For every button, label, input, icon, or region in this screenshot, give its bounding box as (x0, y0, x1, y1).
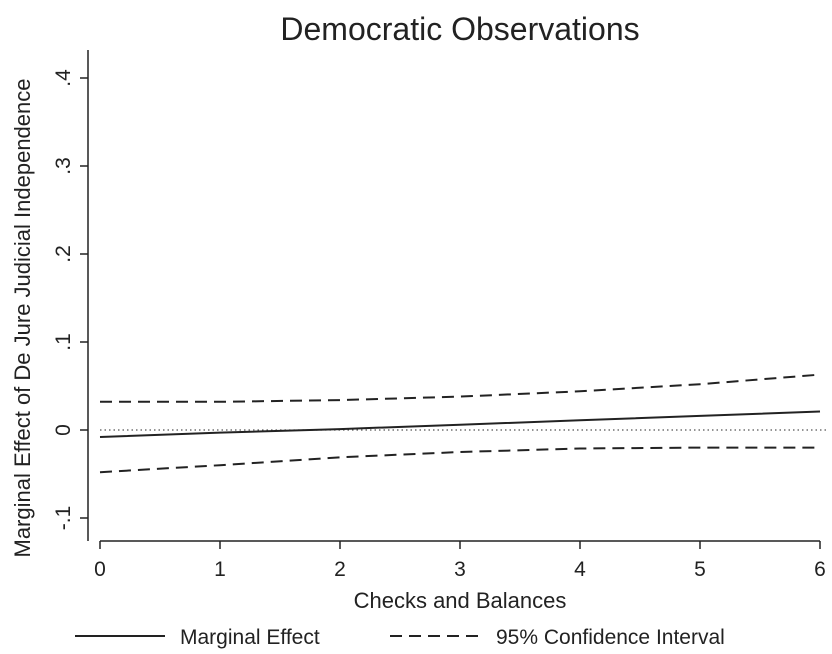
x-tick-label: 2 (334, 558, 346, 581)
ci-upper-line (100, 373, 821, 403)
y-ticks: -.1 0 .1 .2 .3 .4 (52, 69, 88, 530)
marginal-effect-line (99, 410, 821, 438)
plot-area: -.1 0 .1 .2 .3 .4 0 1 2 3 4 5 6 (52, 50, 828, 581)
y-tick-label: 0 (52, 424, 75, 436)
x-tick-label: 5 (694, 558, 706, 581)
legend-label-confidence-interval: 95% Confidence Interval (496, 626, 725, 649)
ci-lower-line (99, 446, 820, 474)
y-tick-label: .1 (52, 333, 75, 351)
x-tick-label: 4 (574, 558, 586, 581)
x-tick-label: 6 (814, 558, 826, 581)
x-tick-label: 0 (94, 558, 106, 581)
y-tick-label: -.1 (52, 506, 75, 531)
x-tick-label: 1 (214, 558, 226, 581)
y-tick-label: .4 (52, 69, 75, 87)
y-axis-title: Marginal Effect of De Jure Judicial Inde… (10, 79, 35, 558)
legend: Marginal Effect 95% Confidence Interval (75, 626, 725, 649)
x-axis-title: Checks and Balances (354, 588, 567, 613)
x-ticks: 0 1 2 3 4 5 6 (94, 541, 826, 581)
series-lines (99, 373, 821, 474)
y-tick-label: .2 (52, 245, 75, 263)
legend-label-marginal-effect: Marginal Effect (180, 626, 320, 649)
y-tick-label: .3 (52, 157, 75, 175)
x-tick-label: 3 (454, 558, 466, 581)
chart-title: Democratic Observations (280, 11, 639, 47)
